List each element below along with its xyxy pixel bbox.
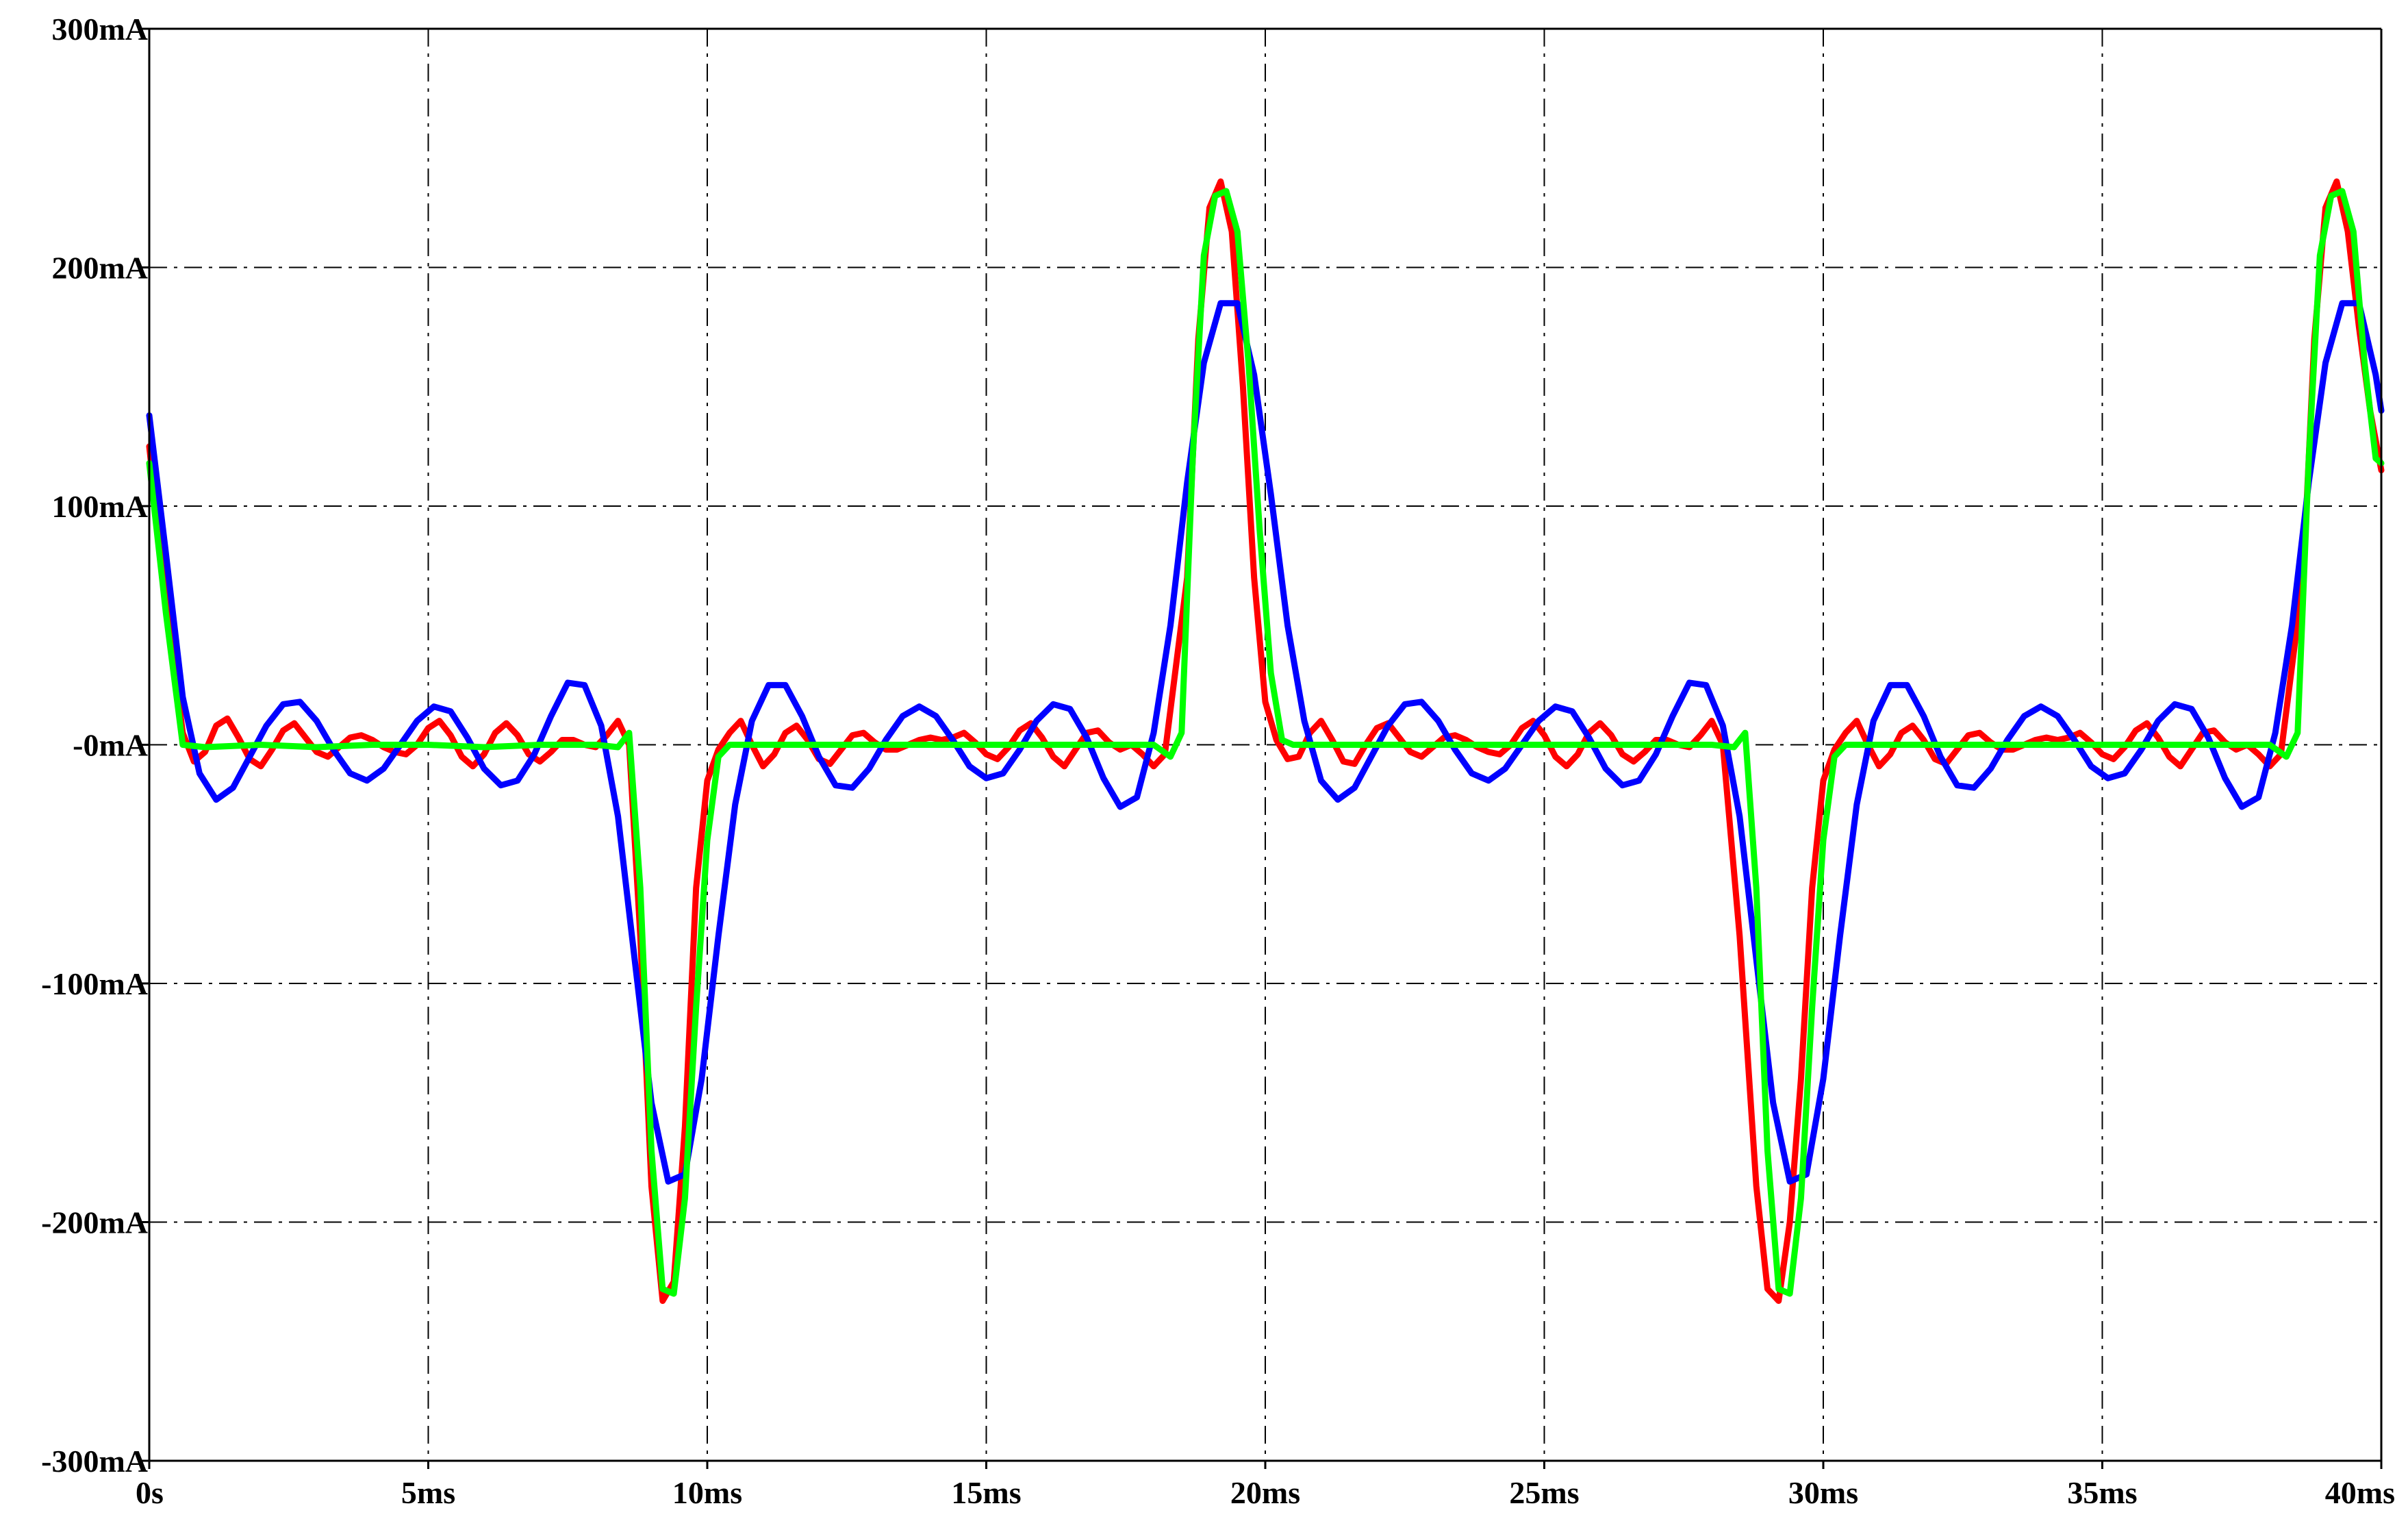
x-tick-label-2: 10ms bbox=[672, 1475, 742, 1510]
y-tick-label-0: 300mA bbox=[51, 12, 148, 47]
x-tick-label-3: 15ms bbox=[951, 1475, 1021, 1510]
x-tick-label-5: 25ms bbox=[1509, 1475, 1579, 1510]
series-line-3 bbox=[146, 188, 2385, 1297]
x-tick-label-7: 35ms bbox=[2067, 1475, 2137, 1510]
y-tick-label-1: 200mA bbox=[51, 251, 148, 286]
y-tick-label-6: -300mA bbox=[41, 1444, 148, 1479]
x-tick-label-4: 20ms bbox=[1230, 1475, 1300, 1510]
y-tick-label-2: 100mA bbox=[51, 489, 148, 524]
x-tick-label-0: 0s bbox=[136, 1475, 164, 1510]
x-tick-label-6: 30ms bbox=[1788, 1475, 1858, 1510]
series-group bbox=[146, 178, 2385, 1304]
y-axis-tick-labels: 300mA 200mA 100mA -0mA -100mA -200mA -300mA bbox=[41, 12, 148, 1479]
series-line-2 bbox=[146, 300, 2385, 1185]
y-tick-label-3: -0mA bbox=[73, 728, 148, 763]
x-tick-label-1: 5ms bbox=[401, 1475, 455, 1510]
x-tick-label-8: 40ms bbox=[2325, 1475, 2395, 1510]
x-axis-tick-labels: 0s 5ms 10ms 15ms 20ms 25ms 30ms 35ms 40ms bbox=[136, 1475, 2395, 1510]
y-tick-label-5: -200mA bbox=[41, 1205, 148, 1240]
y-tick-label-4: -100mA bbox=[41, 966, 148, 1001]
plot-frame bbox=[141, 27, 2383, 1469]
